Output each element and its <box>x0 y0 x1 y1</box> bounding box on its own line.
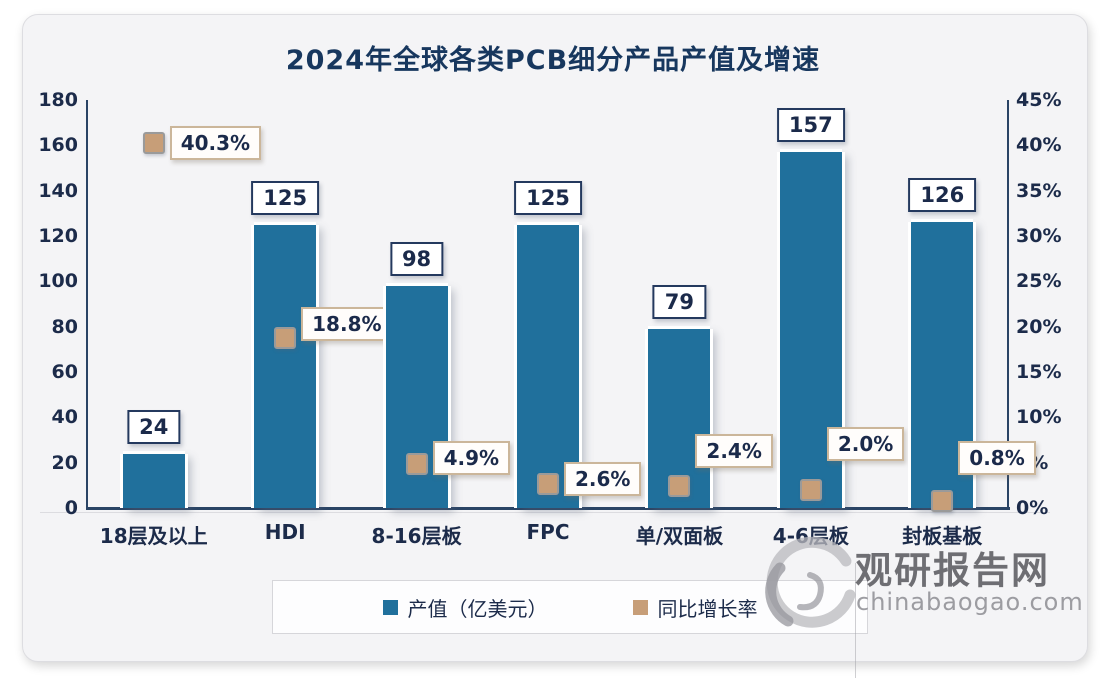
y-axis-tick-left: 0 <box>64 497 78 519</box>
y-axis-tick-left: 100 <box>38 270 78 293</box>
y-axis-line-left <box>86 100 88 510</box>
growth-marker <box>537 473 559 496</box>
category-label: FPC <box>526 520 570 544</box>
y-axis-tick-left: 120 <box>38 225 78 247</box>
value-bar <box>517 224 579 508</box>
y-axis-tick-left: 60 <box>51 361 78 383</box>
bar-series-swatch-icon <box>382 599 398 615</box>
growth-marker <box>405 452 428 475</box>
growth-label: 18.8% <box>301 306 393 341</box>
legend-item-output-value: 产值（亿美元） <box>382 593 548 622</box>
growth-marker <box>931 489 954 512</box>
y-axis-tick-right: 45% <box>1016 89 1062 111</box>
growth-marker <box>142 131 165 154</box>
y-axis-tick-left: 140 <box>38 179 78 202</box>
y-axis-tick-left: 40 <box>51 406 78 429</box>
value-label: 126 <box>908 178 977 213</box>
y-axis-tick-left: 20 <box>51 451 78 474</box>
category-label: 18层及以上 <box>99 524 208 548</box>
category-label: 8-16层板 <box>371 524 462 548</box>
value-label: 125 <box>514 180 582 215</box>
legend-label-output-value: 产值（亿美元） <box>407 596 548 621</box>
x-axis-line <box>86 507 1010 510</box>
category-label: 封板基板 <box>902 524 983 548</box>
y-axis-tick-right: 35% <box>1016 179 1062 202</box>
y-axis-tick-right: 40% <box>1016 134 1062 157</box>
category-label: 单/双面板 <box>635 524 724 548</box>
growth-label: 40.3% <box>169 125 262 160</box>
y-axis-tick-right: 20% <box>1016 315 1062 338</box>
legend-label-growth-rate: 同比增长率 <box>657 596 758 621</box>
value-bar <box>385 285 448 508</box>
value-label: 79 <box>652 284 707 319</box>
category-label: 4-6层板 <box>772 524 849 548</box>
growth-label: 2.6% <box>564 462 642 497</box>
y-axis-tick-left: 180 <box>38 89 78 111</box>
value-bar <box>122 453 185 508</box>
legend-item-growth-rate: 同比增长率 <box>632 593 758 622</box>
growth-label: 4.9% <box>432 440 511 475</box>
category-label: HDI <box>264 520 306 544</box>
growth-label: 2.0% <box>826 426 905 461</box>
y-axis-tick-left: 160 <box>38 134 78 157</box>
value-bar <box>254 224 317 508</box>
value-label: 157 <box>776 108 845 143</box>
y-axis-line-right <box>1007 100 1009 510</box>
y-axis-tick-right: 15% <box>1016 361 1062 383</box>
growth-marker <box>274 326 297 349</box>
y-axis-tick-left: 80 <box>51 315 78 338</box>
y-axis-tick-right: 25% <box>1016 270 1062 293</box>
value-label: 98 <box>389 241 444 276</box>
chart-title: 2024年全球各类PCB细分产品产值及增速 <box>285 45 821 76</box>
axis-shadow-line <box>40 512 1050 513</box>
y-axis-tick-right: 30% <box>1016 225 1062 247</box>
growth-marker <box>799 478 822 501</box>
growth-label: 2.4% <box>695 434 773 469</box>
value-label: 24 <box>127 409 181 444</box>
growth-marker <box>668 475 691 498</box>
growth-label: 0.8% <box>958 440 1036 475</box>
value-label: 125 <box>251 180 320 215</box>
growth-series-swatch-icon <box>632 599 648 615</box>
chart-legend: 产值（亿美元） 同比增长率 <box>272 580 868 634</box>
y-axis-tick-right: 10% <box>1016 406 1062 429</box>
y-axis-tick-right: 0% <box>1016 497 1049 519</box>
